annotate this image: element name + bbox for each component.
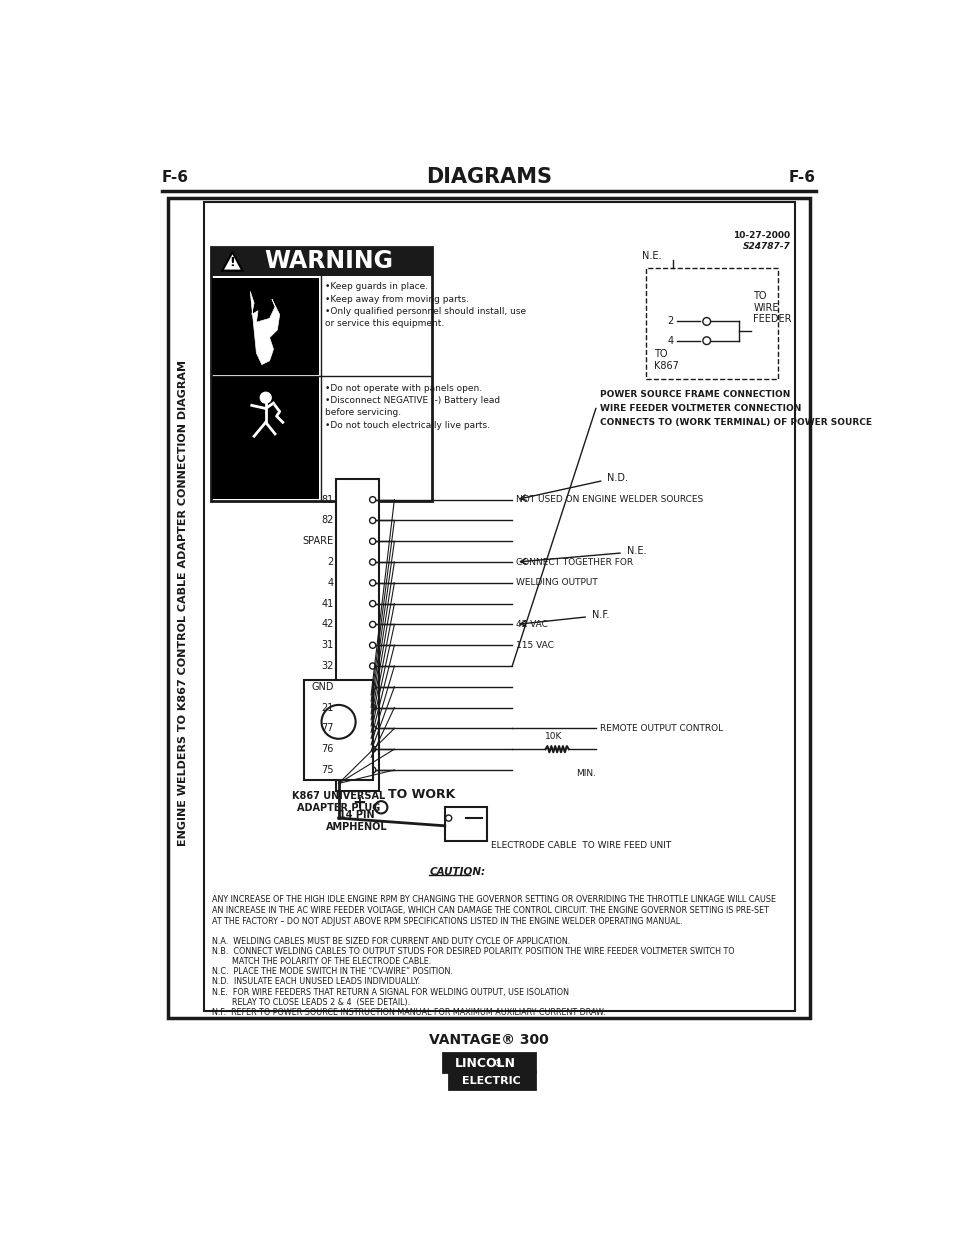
Text: 115 VAC: 115 VAC xyxy=(516,641,554,650)
Text: 81: 81 xyxy=(321,495,334,505)
Text: MATCH THE POLARITY OF THE ELECTRODE CABLE.: MATCH THE POLARITY OF THE ELECTRODE CABL… xyxy=(212,957,431,967)
Text: or service this equipment.: or service this equipment. xyxy=(324,319,443,329)
Text: 4: 4 xyxy=(328,578,334,588)
Bar xyxy=(211,247,431,275)
Text: 4: 4 xyxy=(666,336,673,346)
Polygon shape xyxy=(222,252,242,270)
Text: CONNECTS TO (WORK TERMINAL) OF POWER SOURCE: CONNECTS TO (WORK TERMINAL) OF POWER SOU… xyxy=(599,417,871,427)
Text: 42 VAC: 42 VAC xyxy=(516,620,547,629)
Text: •Disconnect NEGATIVE (-) Battery lead: •Disconnect NEGATIVE (-) Battery lead xyxy=(325,396,500,405)
Text: F-6: F-6 xyxy=(788,170,815,185)
Text: 21: 21 xyxy=(321,703,334,713)
Text: N.E.: N.E. xyxy=(626,546,646,556)
Text: N.E.: N.E. xyxy=(641,251,661,261)
Text: N.E.  FOR WIRE FEEDERS THAT RETURN A SIGNAL FOR WELDING OUTPUT, USE ISOLATION: N.E. FOR WIRE FEEDERS THAT RETURN A SIGN… xyxy=(212,988,569,997)
Bar xyxy=(212,278,319,374)
Text: REMOTE OUTPUT CONTROL: REMOTE OUTPUT CONTROL xyxy=(599,724,722,732)
Text: K867 UNIVERSAL
ADAPTER PLUG: K867 UNIVERSAL ADAPTER PLUG xyxy=(292,792,385,813)
Text: S24787-7: S24787-7 xyxy=(741,242,790,251)
Bar xyxy=(443,1053,534,1072)
Bar xyxy=(335,479,378,792)
Text: WARNING: WARNING xyxy=(264,249,393,273)
Text: AT THE FACTORY – DO NOT ADJUST ABOVE RPM SPECIFICATIONS LISTED IN THE ENGINE WEL: AT THE FACTORY – DO NOT ADJUST ABOVE RPM… xyxy=(212,916,682,926)
Text: DIAGRAMS: DIAGRAMS xyxy=(425,168,552,188)
Text: RELAY TO CLOSE LEADS 2 & 4  (SEE DETAIL).: RELAY TO CLOSE LEADS 2 & 4 (SEE DETAIL). xyxy=(212,998,410,1007)
Text: CAUTION:: CAUTION: xyxy=(429,867,485,877)
Text: ELECTRODE CABLE  TO WIRE FEED UNIT: ELECTRODE CABLE TO WIRE FEED UNIT xyxy=(491,841,671,851)
Text: N.B.  CONNECT WELDING CABLES TO OUTPUT STUDS FOR DESIRED POLARITY. POSITION THE : N.B. CONNECT WELDING CABLES TO OUTPUT ST… xyxy=(212,947,734,956)
Text: 42: 42 xyxy=(321,620,334,630)
Text: MIN.: MIN. xyxy=(576,769,596,778)
Text: ENGINE WELDERS TO K867 CONTROL CABLE ADAPTER CONNECTION DIAGRAM: ENGINE WELDERS TO K867 CONTROL CABLE ADA… xyxy=(177,359,188,846)
Text: VANTAGE® 300: VANTAGE® 300 xyxy=(429,1032,548,1047)
Bar xyxy=(211,247,431,501)
Text: 2: 2 xyxy=(327,557,334,567)
Text: •Keep guards in place.: •Keep guards in place. xyxy=(324,282,427,291)
Text: CONNECT TOGETHER FOR: CONNECT TOGETHER FOR xyxy=(516,557,633,567)
Bar xyxy=(444,806,487,841)
Bar xyxy=(212,377,319,499)
Circle shape xyxy=(260,393,271,403)
Text: ELECTRIC: ELECTRIC xyxy=(461,1077,520,1087)
Text: ANY INCREASE OF THE HIGH IDLE ENGINE RPM BY CHANGING THE GOVERNOR SETTING OR OVE: ANY INCREASE OF THE HIGH IDLE ENGINE RPM… xyxy=(212,895,776,904)
Text: TO
K867: TO K867 xyxy=(654,350,679,370)
Text: TO
WIRE
FEEDER: TO WIRE FEEDER xyxy=(753,291,791,325)
Polygon shape xyxy=(250,291,279,364)
Text: 10-27-2000: 10-27-2000 xyxy=(733,231,790,241)
Text: WIRE FEEDER VOLTMETER CONNECTION: WIRE FEEDER VOLTMETER CONNECTION xyxy=(599,404,801,412)
Text: !: ! xyxy=(230,257,235,269)
Text: 32: 32 xyxy=(321,661,334,671)
Text: 14 PIN
AMPHENOL: 14 PIN AMPHENOL xyxy=(326,810,388,832)
Text: AN INCREASE IN THE AC WIRE FEEDER VOLTAGE, WHICH CAN DAMAGE THE CONTROL CIRCUIT.: AN INCREASE IN THE AC WIRE FEEDER VOLTAG… xyxy=(212,906,768,915)
Text: 77: 77 xyxy=(321,724,334,734)
Text: before servicing.: before servicing. xyxy=(325,409,401,417)
Text: 75: 75 xyxy=(321,764,334,776)
Text: 2: 2 xyxy=(666,316,673,326)
Bar xyxy=(645,268,778,379)
Text: LINCOLN: LINCOLN xyxy=(454,1057,515,1070)
Text: NOT USED ON ENGINE WELDER SOURCES: NOT USED ON ENGINE WELDER SOURCES xyxy=(516,495,702,504)
Text: N.D.  INSULATE EACH UNUSED LEADS INDIVIDUALLY.: N.D. INSULATE EACH UNUSED LEADS INDIVIDU… xyxy=(212,977,419,987)
Bar xyxy=(168,199,809,1019)
Text: •Do not touch electrically live parts.: •Do not touch electrically live parts. xyxy=(325,421,490,430)
Text: N.D.: N.D. xyxy=(607,473,628,483)
Text: 10K: 10K xyxy=(544,732,561,741)
Bar xyxy=(303,679,373,779)
Text: TO WORK: TO WORK xyxy=(388,788,455,802)
Text: SPARE: SPARE xyxy=(302,536,334,546)
Text: GND: GND xyxy=(311,682,334,692)
Text: WELDING OUTPUT: WELDING OUTPUT xyxy=(516,578,598,588)
Text: •Do not operate with panels open.: •Do not operate with panels open. xyxy=(325,384,482,393)
Bar xyxy=(448,1072,534,1089)
Text: N.F.: N.F. xyxy=(592,610,609,620)
Text: •Keep away from moving parts.: •Keep away from moving parts. xyxy=(324,294,468,304)
Text: POWER SOURCE FRAME CONNECTION: POWER SOURCE FRAME CONNECTION xyxy=(599,390,789,399)
Text: F-6: F-6 xyxy=(162,170,189,185)
Text: +: + xyxy=(353,794,366,811)
Text: N.C.  PLACE THE MODE SWITCH IN THE “CV-WIRE” POSITION.: N.C. PLACE THE MODE SWITCH IN THE “CV-WI… xyxy=(212,967,453,977)
Text: ®: ® xyxy=(494,1058,502,1068)
Text: •Only qualified personnel should install, use: •Only qualified personnel should install… xyxy=(324,306,525,316)
Text: N.F.  REFER TO POWER SOURCE INSTRUCTION MANUAL FOR MAXIMUM AUXILIARY CURRENT DRA: N.F. REFER TO POWER SOURCE INSTRUCTION M… xyxy=(212,1008,605,1016)
Text: 31: 31 xyxy=(321,640,334,651)
Text: 82: 82 xyxy=(321,515,334,526)
Bar xyxy=(204,203,794,1010)
Text: N.A.  WELDING CABLES MUST BE SIZED FOR CURRENT AND DUTY CYCLE OF APPLICATION.: N.A. WELDING CABLES MUST BE SIZED FOR CU… xyxy=(212,937,570,946)
Text: 76: 76 xyxy=(321,745,334,755)
Text: 41: 41 xyxy=(321,599,334,609)
